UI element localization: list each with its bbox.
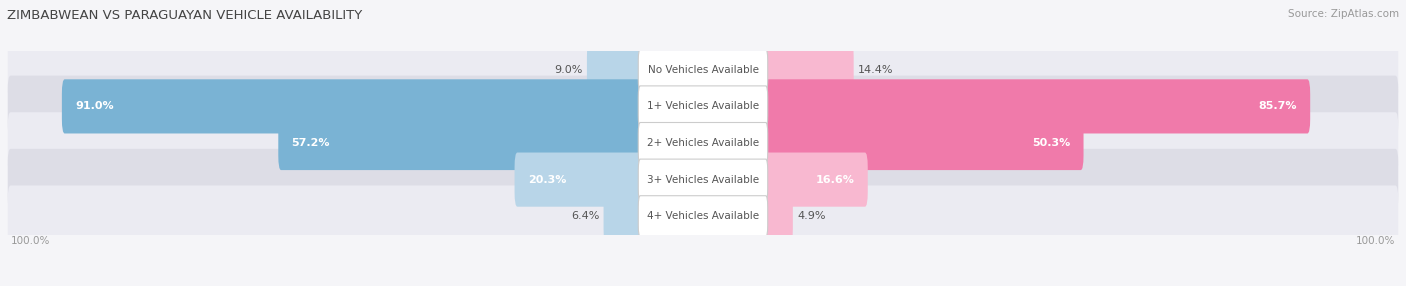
FancyBboxPatch shape xyxy=(603,189,650,243)
Text: 3+ Vehicles Available: 3+ Vehicles Available xyxy=(647,175,759,184)
Text: 6.4%: 6.4% xyxy=(571,211,599,221)
Text: Source: ZipAtlas.com: Source: ZipAtlas.com xyxy=(1288,9,1399,19)
FancyBboxPatch shape xyxy=(756,116,1084,170)
Text: No Vehicles Available: No Vehicles Available xyxy=(648,65,758,75)
Text: 4+ Vehicles Available: 4+ Vehicles Available xyxy=(647,211,759,221)
FancyBboxPatch shape xyxy=(756,189,793,243)
FancyBboxPatch shape xyxy=(756,79,1310,134)
Text: 57.2%: 57.2% xyxy=(291,138,330,148)
Text: 9.0%: 9.0% xyxy=(554,65,582,75)
Text: 91.0%: 91.0% xyxy=(75,102,114,111)
Text: 2+ Vehicles Available: 2+ Vehicles Available xyxy=(647,138,759,148)
FancyBboxPatch shape xyxy=(7,39,1399,101)
FancyBboxPatch shape xyxy=(515,152,650,207)
FancyBboxPatch shape xyxy=(7,112,1399,174)
Text: 100.0%: 100.0% xyxy=(10,236,49,246)
Text: 1+ Vehicles Available: 1+ Vehicles Available xyxy=(647,102,759,111)
FancyBboxPatch shape xyxy=(7,185,1399,247)
FancyBboxPatch shape xyxy=(638,196,768,237)
FancyBboxPatch shape xyxy=(638,122,768,164)
FancyBboxPatch shape xyxy=(7,149,1399,210)
FancyBboxPatch shape xyxy=(7,76,1399,137)
Text: 4.9%: 4.9% xyxy=(797,211,825,221)
Text: 16.6%: 16.6% xyxy=(815,175,855,184)
Text: 85.7%: 85.7% xyxy=(1258,102,1296,111)
Text: 20.3%: 20.3% xyxy=(527,175,567,184)
FancyBboxPatch shape xyxy=(638,86,768,127)
FancyBboxPatch shape xyxy=(638,49,768,90)
FancyBboxPatch shape xyxy=(756,43,853,97)
Text: 50.3%: 50.3% xyxy=(1032,138,1070,148)
Text: 100.0%: 100.0% xyxy=(1357,236,1396,246)
FancyBboxPatch shape xyxy=(586,43,650,97)
Text: 14.4%: 14.4% xyxy=(858,65,893,75)
FancyBboxPatch shape xyxy=(638,159,768,200)
FancyBboxPatch shape xyxy=(278,116,650,170)
FancyBboxPatch shape xyxy=(62,79,650,134)
FancyBboxPatch shape xyxy=(756,152,868,207)
Text: ZIMBABWEAN VS PARAGUAYAN VEHICLE AVAILABILITY: ZIMBABWEAN VS PARAGUAYAN VEHICLE AVAILAB… xyxy=(7,9,363,21)
